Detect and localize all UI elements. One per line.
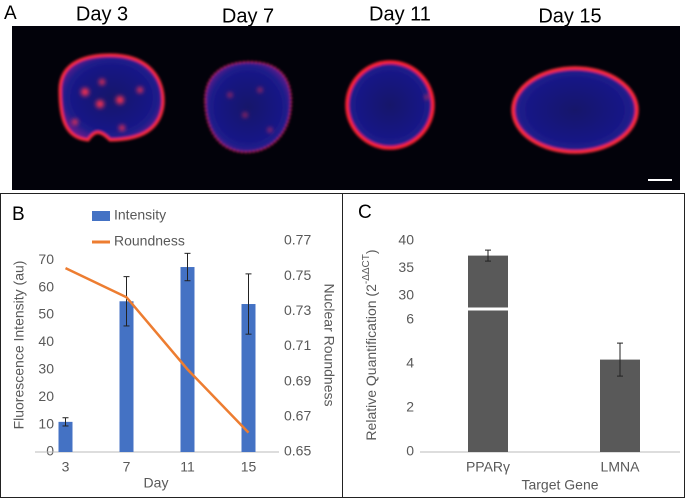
bar [180,267,195,452]
x-tick-label: 7 [123,459,131,475]
y-tick-label: 0 [406,443,414,459]
x-tick-label: 15 [241,459,257,475]
y-tick-label: 30 [38,360,54,376]
y-axis-title-superscript: -ΔΔCT [361,254,372,284]
y-tick-label: 60 [38,278,54,294]
y-axis-title: Relative Quantification (2-ΔΔCT) [361,249,379,440]
x-tick-label: 11 [180,459,195,475]
y-axis-title-text: Relative Quantification (2 [363,284,379,441]
y2-tick-label: 0.75 [284,267,311,283]
y-tick-label: 6 [406,311,414,327]
bar [119,301,134,452]
bar [58,421,73,452]
y-tick-label: 2 [406,399,414,415]
y-tick-label: 40 [398,231,414,247]
y-tick-label: 4 [406,355,414,371]
y-tick-label: 30 [398,286,414,302]
y2-tick-label: 0.67 [284,408,311,424]
panel-label: A [4,3,17,24]
bar [468,255,508,452]
y2-tick-label: 0.77 [284,232,311,248]
x-axis-title: Target Gene [521,477,598,493]
panel-label: B [12,204,25,225]
x-tick-label: PPARγ [466,459,510,475]
micrograph [12,26,680,190]
legend-label: Roundness [114,233,185,249]
panel-label: C [358,202,372,223]
x-axis-title: Day [144,475,169,491]
y-axis-title: Fluorescence Intensity (au) [11,261,27,430]
legend-label: Intensity [114,207,166,223]
x-tick-label: LMNA [601,459,641,475]
y2-tick-label: 0.65 [284,443,311,459]
y-tick-label: 20 [38,388,54,404]
y-tick-label: 40 [38,333,54,349]
y-tick-label: 50 [38,306,54,322]
x-tick-label: 3 [62,459,70,475]
image-title: Day 11 [369,3,431,25]
y-tick-label: 0 [46,443,54,459]
y-axis-title-close: ) [363,249,379,254]
image-title: Day 7 [222,5,274,27]
image-title: Day 3 [76,3,128,25]
roundness-line [64,266,250,434]
legend-swatch [92,211,110,221]
y2-axis-title: Nuclear Roundness [321,284,337,407]
y-tick-label: 35 [398,259,414,275]
y2-tick-label: 0.69 [284,372,311,388]
y2-tick-label: 0.71 [284,337,311,353]
y-tick-label: 70 [38,251,54,267]
image-title: Day 15 [538,5,601,27]
y-tick-label: 10 [38,415,54,431]
y2-tick-label: 0.73 [284,302,311,318]
bar [241,304,256,452]
